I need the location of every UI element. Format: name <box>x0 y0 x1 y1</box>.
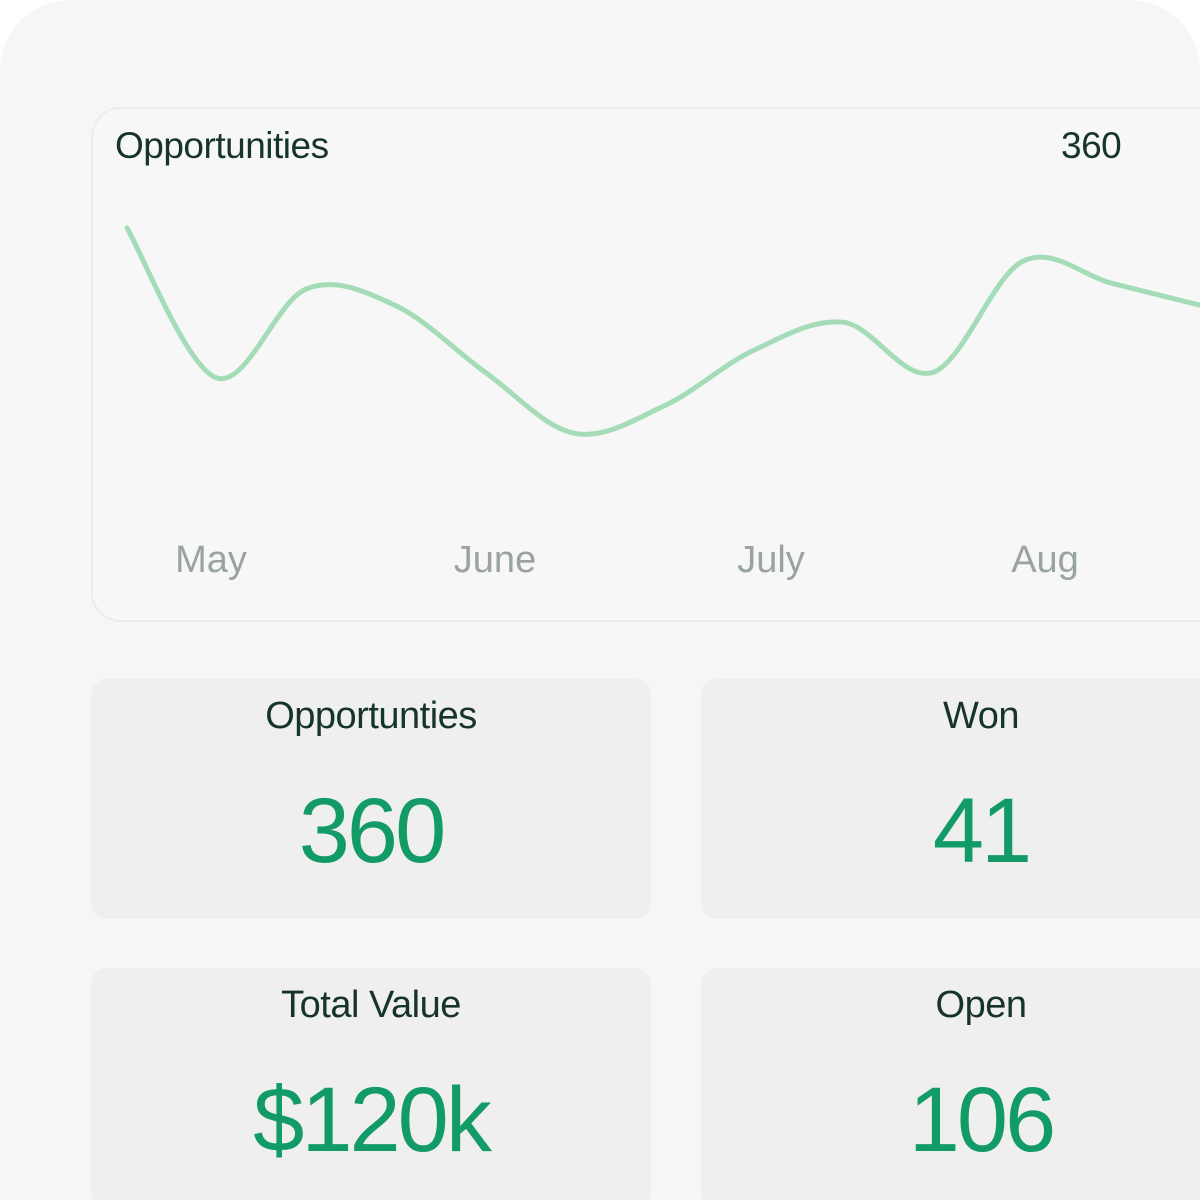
stat-label: Opportunties <box>265 695 477 737</box>
stat-value: 106 <box>908 1069 1057 1171</box>
stat-value: 41 <box>932 780 1032 882</box>
x-tick-label: June <box>453 539 537 581</box>
stat-card-open: Open 106 <box>701 968 1200 1200</box>
chart-total: 360 <box>1061 125 1122 166</box>
stat-card-opportunities: Opportunties 360 <box>91 679 651 919</box>
opportunities-line-chart <box>124 225 1200 437</box>
series-line <box>124 225 1200 437</box>
stat-label: Total Value <box>281 984 461 1026</box>
opportunities-chart-card: Opportunities 360 May June July Aug <box>91 107 1200 622</box>
stat-value: 360 <box>298 780 447 882</box>
x-tick-label: Aug <box>1011 539 1079 581</box>
stat-label: Won <box>943 695 1019 737</box>
x-tick-label: May <box>175 539 247 581</box>
stat-label: Open <box>935 984 1027 1026</box>
stat-card-total-value: Total Value $120k <box>91 968 651 1200</box>
chart-title: Opportunities <box>115 125 329 166</box>
x-tick-label: July <box>737 539 805 581</box>
stat-value: $120k <box>253 1069 492 1171</box>
stat-card-won: Won 41 <box>701 679 1200 919</box>
